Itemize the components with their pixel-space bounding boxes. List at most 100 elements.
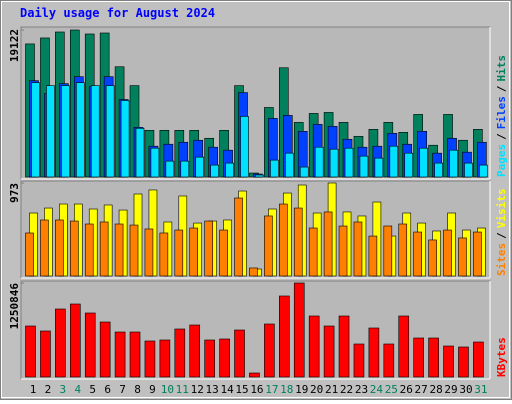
bar [383,343,395,378]
bar [398,223,408,277]
bar [314,146,324,178]
bar [69,303,81,378]
bar [344,147,354,178]
bar [99,321,111,378]
legend-entry: Hits [495,55,508,82]
bar [174,328,186,378]
bar [383,225,393,277]
x-tick-label: 13 [206,383,219,396]
bar [413,337,424,378]
bar [368,327,380,378]
legend-entry: KBytes [495,337,508,377]
bar [264,323,275,378]
x-tick-label: 25 [385,383,398,396]
bar [195,156,205,178]
bar [40,219,49,277]
x-tick-label: 18 [280,383,293,396]
bar [353,343,365,378]
bar [293,282,305,378]
bar [165,160,175,178]
bar [99,221,109,277]
legend-entry: Visits [495,189,508,229]
legend: Pages / Files / Hits [495,55,508,177]
bar [219,338,230,378]
bar [204,339,215,378]
x-tick-label: 27 [415,383,428,396]
bar [204,220,213,277]
bar [473,231,482,277]
bar [434,162,443,178]
bar [329,148,339,178]
x-tick-label: 9 [149,383,156,396]
bar [353,221,363,277]
bar [270,159,279,178]
bar [473,341,484,378]
bar [479,164,488,178]
legend-separator: / [495,85,508,92]
panel [20,280,491,380]
bar [428,239,437,277]
bar [69,220,79,277]
x-tick-label: 2 [45,383,52,396]
bar [234,329,245,378]
bar [219,229,228,277]
bar [159,232,169,277]
bar [458,346,469,378]
bar [255,174,264,178]
x-tick-label: 1 [30,383,37,396]
x-tick-label: 22 [340,383,353,396]
y-tick-label: 1250846 [8,283,21,330]
bar [189,324,201,378]
bar [46,85,55,178]
bar [240,116,249,178]
bar [308,315,320,378]
x-tick-label: 26 [400,383,413,396]
legend-entry: Sites [495,243,508,276]
bar [443,229,452,277]
bar [144,228,154,277]
bar [84,312,96,378]
x-tick-label: 12 [191,383,204,396]
x-tick-label: 29 [444,383,457,396]
bar [55,219,64,277]
bar [61,85,70,178]
bar [84,223,94,277]
bar [249,267,258,277]
bar [428,337,439,378]
bar [234,197,243,277]
legend: KBytes [495,337,508,377]
x-tick-label: 3 [60,383,67,396]
bar [174,229,184,277]
bar [120,100,130,178]
bar [114,331,126,378]
bar [293,207,303,277]
bar [249,372,260,378]
bar [25,232,34,277]
legend: Sites / Visits [495,189,508,277]
x-tick-label: 5 [89,383,96,396]
legend-separator: / [495,232,508,239]
bar [449,149,458,178]
x-tick-label: 23 [355,383,368,396]
bar [75,82,85,178]
bar [114,223,124,277]
bar [323,325,335,378]
x-tick-label: 31 [474,383,487,396]
x-tick-label: 10 [161,383,174,396]
x-tick-label: 16 [250,383,263,396]
bar [308,227,318,277]
bar [443,345,454,378]
x-tick-label: 20 [310,383,323,396]
y-tick-label: 19122 [8,29,21,62]
bar [368,235,378,277]
bar [389,145,399,178]
x-tick-label: 4 [74,383,81,396]
panel [20,180,491,279]
bar [31,82,40,178]
bar [129,224,139,277]
chart-title: Daily usage for August 2024 [20,6,215,20]
legend-entry: Pages [495,144,508,177]
legend-separator: / [495,133,508,140]
frame-light [1,1,510,398]
x-tick-label: 11 [176,383,189,396]
